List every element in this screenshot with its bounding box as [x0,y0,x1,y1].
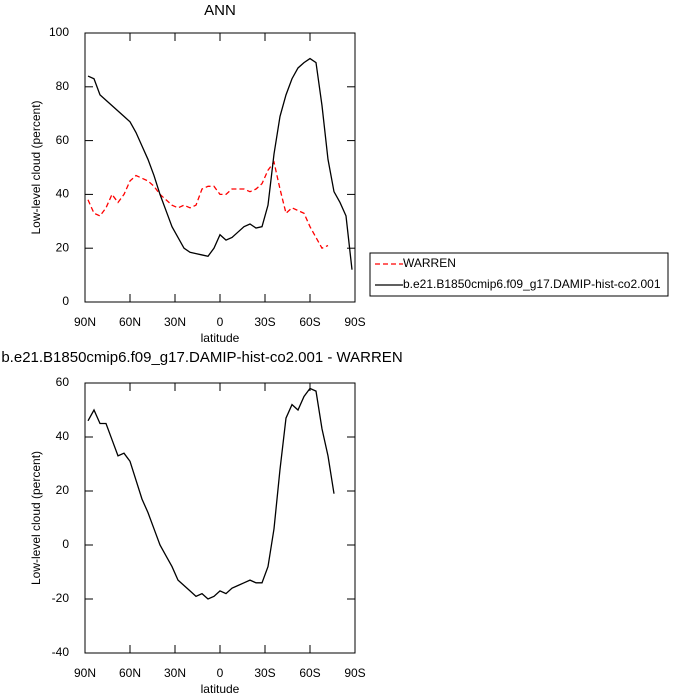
data-line [87,387,335,600]
y-tick-label: 40 [56,187,70,201]
chart-title: ANN [204,2,236,19]
y-tick-label: 0 [62,537,69,551]
plot-frame [84,32,356,303]
chart-title: b.e21.B1850cmip6.f09_g17.DAMIP-hist-co2.… [1,349,402,366]
y-tick-label: -40 [52,645,70,659]
y-tick-label: 20 [56,483,70,497]
y-tick-label: 60 [56,133,70,147]
y-tick-label: 0 [62,294,69,308]
x-tick-label: 60N [119,666,141,680]
x-tick-label: 60N [119,315,141,329]
x-tick-label: 90N [74,315,96,329]
x-tick-label: 90S [344,315,365,329]
x-tick-label: 30N [164,666,186,680]
y-tick-label: -20 [52,591,70,605]
y-tick-label: 100 [49,25,69,39]
y-axis-label: Low-level cloud (percent) [29,451,43,585]
x-tick-label: 30S [254,666,275,680]
x-tick-label: 30S [254,315,275,329]
y-tick-label: 40 [56,429,70,443]
x-axis-label: latitude [201,331,240,345]
x-axis-label: latitude [201,682,240,696]
plot-frame [84,382,356,654]
y-tick-label: 80 [56,79,70,93]
legend-label: b.e21.B1850cmip6.f09_g17.DAMIP-hist-co2.… [403,277,661,291]
data-line [87,57,353,270]
data-line [87,160,329,250]
x-tick-label: 0 [217,315,224,329]
x-tick-label: 0 [217,666,224,680]
legend-box [369,252,669,297]
y-tick-label: 20 [56,240,70,254]
x-tick-label: 90N [74,666,96,680]
x-tick-label: 60S [299,315,320,329]
x-tick-label: 60S [299,666,320,680]
x-tick-label: 30N [164,315,186,329]
x-tick-label: 90S [344,666,365,680]
y-axis-label: Low-level cloud (percent) [29,100,43,234]
y-tick-label: 60 [56,375,70,389]
legend-label: WARREN [403,256,456,270]
